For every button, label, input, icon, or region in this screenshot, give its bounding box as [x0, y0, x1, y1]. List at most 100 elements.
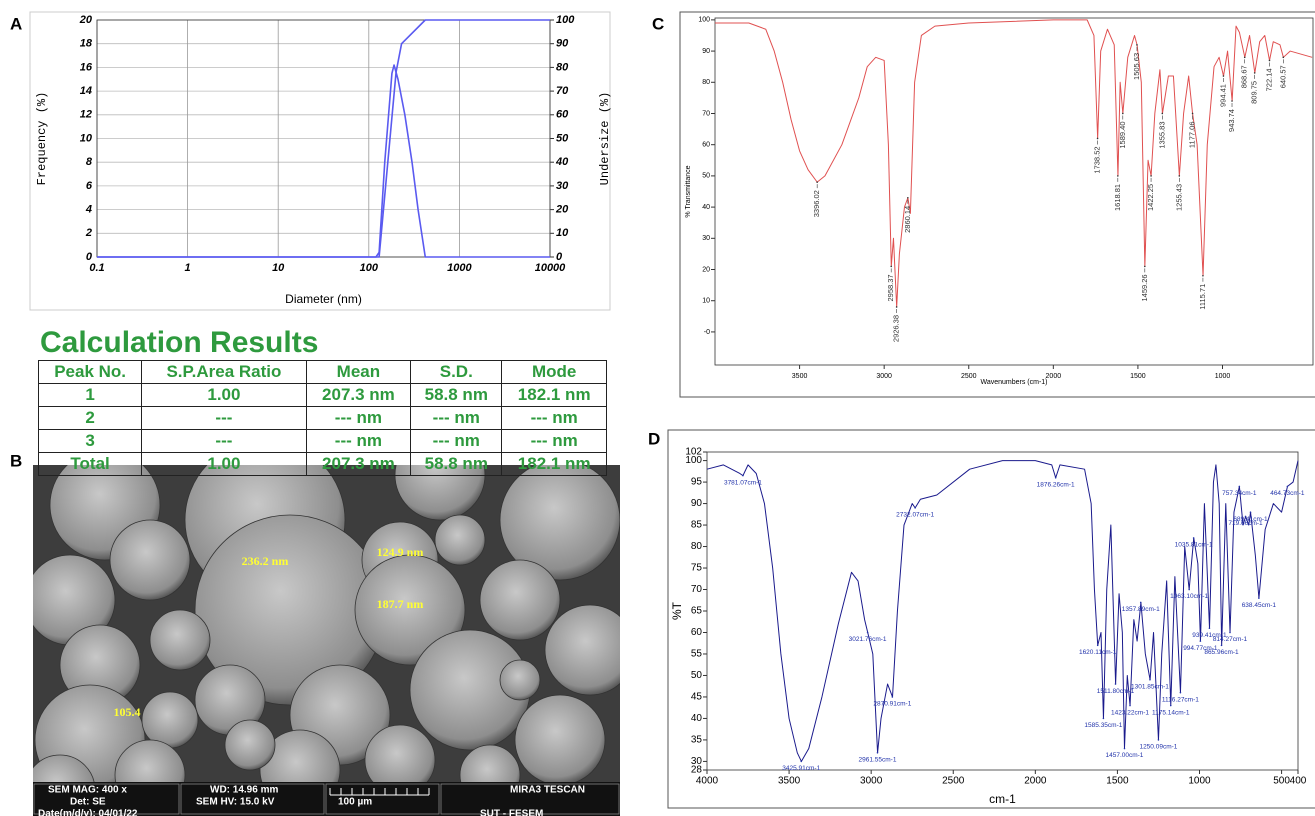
- peak-label: 994.77cm-1: [1183, 645, 1218, 652]
- peak-marker: [1169, 704, 1172, 707]
- peak-label: 757.34cm-1: [1222, 490, 1257, 497]
- x-tick-label: 1000: [447, 262, 472, 274]
- x-tick-label: 3000: [860, 776, 883, 787]
- table-row: Total 1.00 207.3 nm 58.8 nm 182.1 nm: [37, 452, 607, 476]
- y2-tick-label: 60: [556, 109, 569, 121]
- peak-marker: [1179, 691, 1182, 694]
- peak-marker: [1229, 631, 1231, 634]
- x-tick-label: 2500: [961, 373, 977, 380]
- particle: [514, 694, 606, 782]
- results-table: Peak No. S.P.Area Ratio Mean S.D. Mode 1 1.00…: [37, 360, 607, 476]
- size-annotation: 105.4: [114, 705, 141, 719]
- particle: [109, 519, 191, 601]
- peak-label: 638.45cm-1: [1242, 602, 1277, 609]
- table-cell: --- nm: [410, 406, 503, 430]
- header-cell: Peak No.: [37, 360, 143, 384]
- table-cell: --- nm: [501, 406, 607, 430]
- header-cell: Mode: [501, 360, 607, 384]
- peak-label: 2958.37: [886, 274, 895, 301]
- peak-label: 1035.81cm-1: [1175, 542, 1213, 549]
- peak-label: 814.27cm-1: [1213, 636, 1248, 643]
- peak-marker: [890, 265, 893, 268]
- y2-tick-label: 100: [556, 14, 575, 26]
- x-tick-label: 3500: [792, 373, 808, 380]
- peak-label: 1063.10cm-1: [1170, 593, 1208, 600]
- peak-marker: [1238, 485, 1241, 488]
- peak-marker: [1231, 100, 1233, 102]
- header-cell: Mean: [305, 360, 412, 384]
- x-axis-label: Diameter (nm): [285, 292, 362, 306]
- peak-marker: [1253, 72, 1256, 74]
- x-tick-label: 1500: [1106, 776, 1129, 787]
- panel-letter: B: [10, 451, 22, 470]
- info-text: SEM MAG: 400 x: [48, 785, 127, 796]
- info-text: Det: SE: [70, 797, 106, 808]
- peak-label: 939.41cm-1: [1192, 632, 1227, 639]
- peak-marker: [1117, 175, 1119, 177]
- peak-marker: [1244, 515, 1247, 518]
- y2-tick-label: 70: [556, 85, 569, 97]
- peak-marker: [800, 760, 803, 763]
- peak-label: 1620.11cm-1: [1079, 649, 1117, 656]
- y2-tick-label: 50: [556, 132, 569, 144]
- data-line: [97, 19, 550, 258]
- peak-label: 1355.83: [1157, 121, 1166, 148]
- particle: [459, 744, 521, 782]
- peak-marker: [914, 507, 916, 509]
- y-tick-label: 10: [702, 298, 710, 305]
- y-tick-label: 8: [86, 156, 93, 168]
- y2-tick-label: 90: [556, 38, 569, 50]
- y-tick-label: 40: [702, 204, 710, 211]
- peak-label: 1457.00cm-1: [1105, 752, 1143, 759]
- table-cell: 182.1 nm: [501, 383, 607, 407]
- particle: [114, 739, 186, 782]
- peak-label: 719.66cm-1: [1228, 520, 1263, 527]
- y-tick-label: 102: [685, 447, 702, 458]
- y-tick-label: 2: [85, 227, 92, 239]
- x-axis-label: cm-1: [989, 792, 1016, 806]
- peak-label: 1357.89cm-1: [1122, 606, 1160, 613]
- peak-label: 1116.27cm-1: [1162, 696, 1199, 703]
- y2-tick-label: 0: [556, 251, 563, 263]
- panel-c-frame: [679, 11, 1315, 398]
- header-cell: S.P.Area Ratio: [141, 360, 307, 384]
- table-cell: --- nm: [501, 429, 607, 453]
- table-cell: 182.1 nm: [501, 452, 607, 476]
- peak-label: 2732.07cm-1: [896, 512, 934, 519]
- y-tick-label: 30: [702, 235, 710, 242]
- y-tick-label: 90: [702, 48, 710, 55]
- peak-marker: [1096, 137, 1099, 140]
- peak-label: 809.75: [1250, 81, 1259, 104]
- y-tick-label: 10: [80, 132, 93, 144]
- peak-marker: [895, 306, 898, 308]
- peak-marker: [1054, 476, 1057, 479]
- peak-marker: [891, 696, 894, 698]
- y-tick-label: 18: [80, 38, 93, 50]
- peak-label: 868.67: [1240, 65, 1249, 88]
- table-cell: ---: [141, 429, 307, 453]
- peak-label: 2961.55cm-1: [859, 757, 897, 764]
- y-tick-label: 4: [85, 204, 92, 216]
- peak-marker: [1191, 112, 1194, 115]
- info-cell: [180, 783, 325, 815]
- y-axis-label: Frequency (%): [35, 92, 49, 186]
- y-tick-label: 55: [691, 649, 703, 660]
- y-tick-label: 70: [691, 584, 703, 595]
- y2-tick-label: 40: [555, 156, 569, 168]
- peak-label: 3396.02: [812, 190, 821, 217]
- peak-label: 1301.85cm-1: [1131, 683, 1169, 690]
- info-bar: [33, 782, 620, 816]
- x-tick-label: 1: [185, 262, 191, 274]
- peak-marker: [1136, 44, 1138, 46]
- peak-label: 1255.43: [1174, 184, 1183, 211]
- x-tick-label: 400: [1290, 776, 1307, 787]
- peak-marker: [1282, 56, 1285, 59]
- y-tick-label: 35: [691, 735, 703, 746]
- peak-label: 943.74: [1227, 109, 1236, 132]
- x-tick-label: 2000: [1046, 373, 1062, 380]
- peak-marker: [1139, 601, 1142, 604]
- particle: [479, 559, 561, 641]
- y-tick-label: 40: [691, 713, 703, 724]
